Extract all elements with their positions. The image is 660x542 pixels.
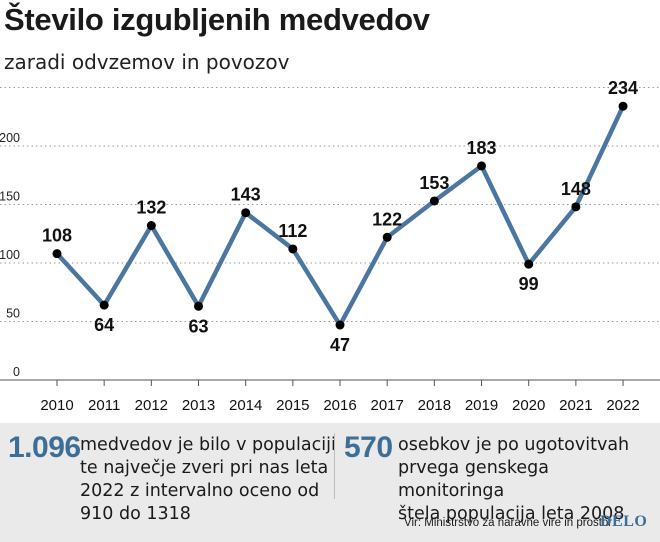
data-label: 183 xyxy=(467,138,497,158)
data-label: 148 xyxy=(561,179,591,199)
stat1-line: 2022 z intervalno oceno od xyxy=(80,481,320,501)
footer-divider xyxy=(334,433,335,499)
stat1-line: 910 do 1318 xyxy=(80,504,191,524)
brand-logo: DELO xyxy=(600,513,648,530)
stat1-line: te največje zveri pri nas leta xyxy=(80,458,329,478)
x-tick-label: 2018 xyxy=(418,397,451,414)
x-tick-label: 2015 xyxy=(276,397,309,414)
x-tick-label: 2019 xyxy=(465,397,498,414)
x-tick-label: 2017 xyxy=(371,397,404,414)
footer-panel: 1.096 medvedov je bilo v populaciji te n… xyxy=(0,423,660,542)
data-point xyxy=(99,300,109,310)
data-point xyxy=(288,244,298,254)
data-point xyxy=(618,101,628,111)
x-tick-label: 2022 xyxy=(606,397,639,414)
data-label: 64 xyxy=(94,315,114,335)
data-point xyxy=(429,196,439,206)
stat2-line: prvega genskega monitoringa xyxy=(398,458,550,501)
y-tick-label: 150 xyxy=(0,190,20,204)
data-point xyxy=(477,161,487,171)
data-label: 132 xyxy=(136,198,166,218)
x-tick-label: 2013 xyxy=(182,397,215,414)
data-label: 234 xyxy=(608,78,638,98)
x-tick-label: 2012 xyxy=(135,397,168,414)
source-note: Vir: Ministrstvo za naravne vire in pros… xyxy=(404,517,613,529)
chart-title: Število izgubljenih medvedov xyxy=(4,2,430,37)
data-point xyxy=(241,208,251,218)
data-point xyxy=(524,259,534,269)
stat2-number: 570 xyxy=(344,431,393,464)
data-label: 99 xyxy=(519,274,539,294)
data-label: 143 xyxy=(231,185,261,205)
data-label: 47 xyxy=(330,335,350,355)
x-tick-label: 2010 xyxy=(40,397,73,414)
stat2-line: štela populacija leta 2008 xyxy=(398,504,625,524)
data-label: 153 xyxy=(419,173,449,193)
stat2-line: osebkov je po ugotovitvah xyxy=(398,435,630,455)
data-label: 108 xyxy=(42,226,72,246)
line-chart: 0 50 100 150 200 2010 2011 2012 2013 2014 2015 2016… xyxy=(0,78,660,414)
stat2-text: osebkov je po ugotovitvah prvega genskeg… xyxy=(398,434,660,526)
y-tick-label: 100 xyxy=(0,248,20,262)
y-tick-label: 0 xyxy=(13,365,20,379)
x-tick-label: 2021 xyxy=(559,397,592,414)
x-tick-label: 2014 xyxy=(229,397,262,414)
data-label: 63 xyxy=(188,316,208,336)
data-point xyxy=(571,202,581,212)
stat1-number: 1.096 xyxy=(8,431,81,464)
stat1-text: medvedov je bilo v populaciji te največj… xyxy=(80,434,336,526)
stat1-line: medvedov je bilo v populaciji xyxy=(80,435,336,455)
x-tick-label: 2016 xyxy=(323,397,356,414)
data-point xyxy=(335,320,345,330)
data-point xyxy=(52,249,62,259)
chart-subtitle: zaradi odvzemov in povozov xyxy=(4,50,290,74)
data-point xyxy=(194,301,204,311)
y-tick-label: 200 xyxy=(0,131,20,145)
data-label: 112 xyxy=(278,221,307,241)
data-point xyxy=(382,232,392,242)
data-label: 122 xyxy=(372,209,402,229)
y-tick-label: 50 xyxy=(6,307,20,321)
x-tick-label: 2020 xyxy=(512,397,545,414)
x-tick-label: 2011 xyxy=(88,397,120,414)
data-point xyxy=(146,221,156,231)
